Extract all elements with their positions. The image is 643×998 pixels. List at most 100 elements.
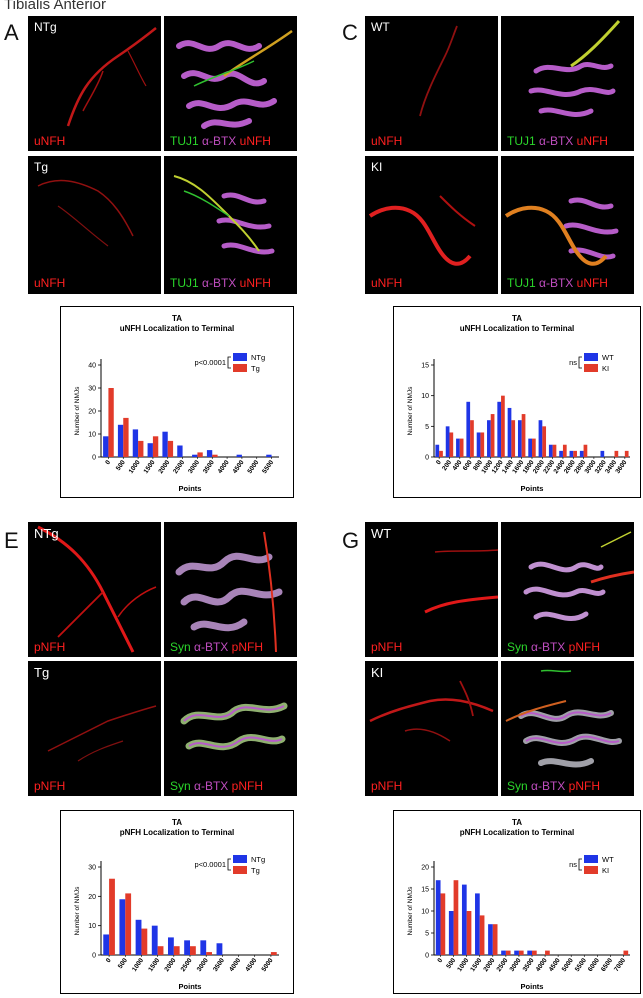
nerve-image: [37, 179, 134, 247]
merge-legend: Syn α-BTX pNFH: [507, 640, 600, 654]
merge-channel-1: Syn: [507, 640, 528, 654]
y-tick-label: 20: [421, 865, 429, 872]
y-tick-label: 15: [421, 363, 429, 370]
x-tick-label: 1000: [128, 459, 142, 475]
x-tick-label: 4000: [228, 957, 242, 973]
group-label: KI: [371, 160, 383, 174]
bar-ki: [511, 420, 516, 457]
bar-wt: [448, 911, 454, 955]
legend-label: NTg: [251, 353, 265, 362]
y-axis-label: Number of NMJs: [407, 886, 414, 936]
bar-ntg: [147, 443, 153, 457]
bar-ki: [532, 438, 536, 457]
x-tick-label: 500: [117, 957, 129, 970]
bar-wt: [528, 438, 532, 457]
bar-ki: [466, 911, 472, 955]
panel-a-top-right: TUJ1 α-BTX uNFH: [164, 16, 297, 151]
bar-ntg: [184, 940, 190, 955]
x-tick-label: 4000: [535, 957, 549, 973]
stat-bracket: [578, 356, 582, 369]
nerve-image: [369, 680, 494, 742]
nerve-image: [419, 25, 458, 117]
bar-ki: [545, 950, 550, 955]
chart-f: TA pNFH Localization to Terminal 0 10 20 30 Nu…: [60, 810, 294, 994]
merge-channel-2: α-BTX: [202, 134, 237, 148]
bar-ki: [624, 450, 629, 457]
group-label: KI: [371, 665, 384, 680]
group-label: WT: [371, 526, 392, 541]
bar-ntg: [167, 937, 174, 955]
group-label: NTg: [34, 20, 57, 34]
bar-wt: [559, 450, 563, 457]
x-tick-label: 5500: [574, 957, 588, 973]
x-tick-label: 4500: [232, 459, 246, 475]
stat-bracket: [227, 356, 231, 369]
y-tick-label: 5: [425, 931, 429, 938]
merge-channel-1: TUJ1: [507, 134, 536, 148]
group-label: Tg: [34, 665, 50, 680]
bar-wt: [445, 426, 450, 457]
stat-label: p<0.0001: [195, 860, 227, 869]
bar-tg: [141, 928, 148, 955]
chart-subtitle: uNFH Localization to Terminal: [120, 324, 235, 333]
panel-e-bottom-left: Tg pNFH: [28, 661, 161, 796]
x-tick-label: 1500: [147, 957, 161, 973]
x-tick-label: 4500: [548, 957, 562, 973]
chart-subtitle: uNFH Localization to Terminal: [460, 324, 575, 333]
y-tick-label: 10: [88, 432, 96, 439]
x-axis-label: Points: [179, 484, 202, 493]
bar-ki: [505, 950, 511, 955]
bar-wt: [476, 432, 481, 457]
bar-tg: [138, 440, 144, 457]
bar-ntg: [200, 940, 207, 955]
x-tick-label: 3500: [522, 957, 536, 973]
marker-label: uNFH: [371, 134, 403, 148]
merge-legend: Syn α-BTX pNFH: [170, 640, 263, 654]
bar-wt: [466, 401, 471, 457]
bar-ki: [521, 414, 526, 457]
merge-channel-2: α-BTX: [531, 779, 566, 793]
chart-title: TA: [172, 818, 182, 827]
bar-wt: [507, 407, 512, 457]
merge-channel-3: pNFH: [231, 779, 263, 793]
merge-channel-3: uNFH: [576, 134, 608, 148]
merge-channel-1: Syn: [170, 779, 191, 793]
bar-tg: [173, 946, 180, 955]
x-tick-label: 5500: [261, 459, 275, 475]
bar-tg: [206, 952, 213, 955]
panel-c-top-left: WT uNFH: [365, 16, 498, 151]
nmj-merge-image: [173, 175, 275, 255]
legend-label: Tg: [251, 364, 260, 373]
merge-legend: TUJ1 α-BTX uNFH: [170, 276, 271, 290]
bar-wt: [488, 924, 493, 955]
nmj-merge-image: [523, 531, 634, 621]
bar-tg: [197, 452, 203, 457]
merge-channel-3: uNFH: [576, 276, 608, 290]
panel-g-bottom-left: KI pNFH: [365, 661, 498, 796]
panel-a-bottom-right: TUJ1 α-BTX uNFH: [164, 156, 297, 294]
marker-label: pNFH: [34, 779, 66, 793]
bar-tg: [157, 946, 164, 955]
marker-label: pNFH: [371, 640, 403, 654]
bar-ntg: [177, 445, 183, 457]
panel-letter-g: G: [342, 528, 360, 553]
panel-a-bottom-left: Tg uNFH: [28, 156, 161, 294]
legend-label: KI: [602, 866, 609, 875]
nmj-merge-image: [176, 29, 293, 129]
x-tick-label: 3000: [196, 957, 210, 973]
merge-channel-3: pNFH: [231, 640, 263, 654]
bar-ki: [440, 893, 446, 955]
figure-title: Tibialis Anterior: [4, 0, 106, 13]
bar-wt: [548, 444, 553, 457]
y-tick-label: 0: [92, 455, 96, 462]
panel-c-bottom-right: TUJ1 α-BTX uNFH: [501, 156, 634, 294]
bar-wt: [517, 420, 522, 457]
group-label: WT: [371, 20, 390, 34]
bar-ki: [542, 426, 547, 457]
x-tick-label: 2500: [180, 957, 194, 973]
merge-channel-2: α-BTX: [202, 276, 237, 290]
y-tick-label: 15: [421, 887, 429, 894]
x-tick-label: 5000: [261, 957, 275, 973]
